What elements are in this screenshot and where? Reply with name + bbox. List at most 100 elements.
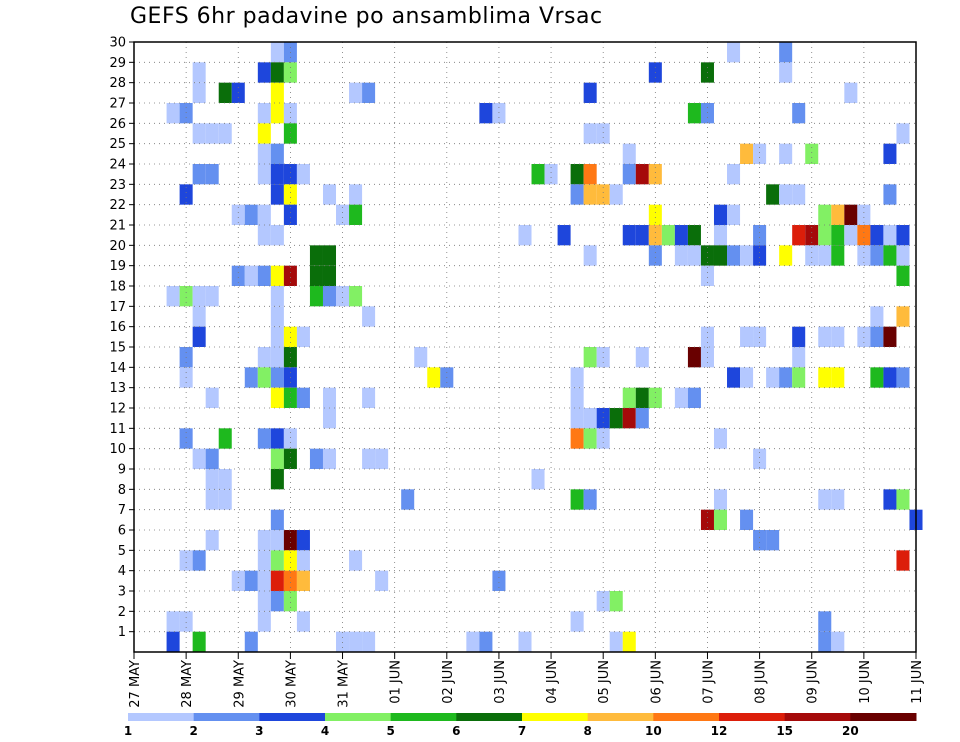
heatmap-cell [753, 448, 767, 469]
heatmap-cell [570, 489, 584, 510]
colorbar-label: 3 [255, 724, 263, 738]
heatmap-cell [818, 489, 832, 510]
heatmap-cell [270, 530, 284, 551]
heatmap-cell [622, 387, 636, 408]
heatmap-cell [270, 82, 284, 103]
heatmap-cell [309, 286, 323, 307]
x-tick-label: 08 JUN [754, 660, 769, 704]
heatmap-cell [283, 265, 297, 286]
heatmap-cell [296, 570, 310, 591]
y-tick-label: 13 [109, 381, 126, 396]
heatmap-cell [179, 611, 193, 632]
colorbar-label: 10 [645, 724, 662, 738]
heatmap-cell [336, 204, 350, 225]
heatmap-cell [257, 103, 271, 124]
heatmap-cell [283, 184, 297, 205]
heatmap-cell [244, 631, 258, 652]
y-tick-label: 27 [109, 97, 126, 112]
colorbar-swatch [850, 713, 917, 721]
heatmap-cell [166, 611, 180, 632]
x-tick-label: 31 MAY [337, 660, 352, 708]
heatmap-cell [570, 184, 584, 205]
heatmap-cell [870, 306, 884, 327]
heatmap-cell [609, 631, 623, 652]
heatmap-cell [883, 184, 897, 205]
heatmap-cell [570, 428, 584, 449]
heatmap-cell [362, 387, 376, 408]
heatmap-cell [531, 164, 545, 185]
heatmap-cell [713, 204, 728, 225]
y-tick-label: 30 [109, 36, 126, 51]
heatmap-cell [635, 387, 649, 408]
heatmap-cell [244, 204, 258, 225]
x-tick-label: 11 JUN [910, 660, 925, 704]
heatmap-cell [192, 164, 206, 185]
heatmap-cell [583, 164, 597, 185]
heatmap-cell [322, 408, 337, 429]
heatmap-cell [753, 326, 767, 347]
heatmap-cell [766, 367, 780, 388]
colorbar-swatch [193, 713, 260, 721]
y-tick-label: 15 [109, 341, 126, 356]
heatmap-cell [570, 164, 584, 185]
x-tick-label: 04 JUN [545, 660, 560, 704]
heatmap-cell [283, 103, 297, 124]
heatmap-cell [831, 367, 845, 388]
heatmap-cell [257, 530, 271, 551]
heatmap-cell [753, 225, 767, 246]
y-tick-label: 18 [109, 280, 126, 295]
heatmap-cell [792, 184, 806, 205]
heatmap-cell [492, 570, 506, 591]
heatmap-cell [570, 611, 584, 632]
heatmap-cell [322, 184, 337, 205]
y-tick-label: 1 [118, 625, 126, 640]
heatmap-cell [322, 387, 337, 408]
y-tick-label: 14 [109, 361, 126, 376]
heatmap-cell [779, 42, 793, 63]
heatmap-cell [244, 265, 258, 286]
heatmap-cell [375, 448, 389, 469]
heatmap-cell [883, 143, 897, 164]
y-tick-label: 26 [109, 117, 126, 132]
heatmap-cell [349, 184, 363, 205]
heatmap-cell [596, 428, 610, 449]
heatmap-cell [740, 509, 754, 530]
colorbar-label: 2 [189, 724, 197, 738]
heatmap-cell [270, 448, 284, 469]
colorbar-label: 15 [776, 724, 793, 738]
heatmap-cell [401, 489, 415, 510]
heatmap-cell [883, 326, 897, 347]
heatmap-cell [270, 550, 284, 571]
heatmap-cell [792, 225, 806, 246]
x-tick-label: 07 JUN [701, 660, 716, 704]
heatmap-cell [270, 286, 284, 307]
heatmap-cell [531, 469, 545, 490]
heatmap-cell [622, 631, 636, 652]
heatmap-cell [349, 286, 363, 307]
heatmap-cell [179, 550, 193, 571]
heatmap-cell [818, 631, 832, 652]
heatmap-cell [831, 204, 845, 225]
heatmap-cell [205, 164, 219, 185]
heatmap-cell [674, 245, 688, 266]
heatmap-cell [296, 611, 310, 632]
colorbar-label: 4 [321, 724, 329, 738]
heatmap-cell [687, 347, 701, 368]
y-tick-label: 29 [109, 56, 126, 71]
heatmap-cell [700, 103, 714, 124]
heatmap-cell [179, 428, 193, 449]
heatmap-cell [583, 428, 597, 449]
heatmap-cell [296, 550, 310, 571]
x-tick-label: 10 JUN [858, 660, 873, 704]
heatmap-cell [779, 245, 793, 266]
colorbar-swatch [259, 713, 326, 721]
heatmap-cell [283, 123, 297, 144]
heatmap-cell [687, 103, 701, 124]
heatmap-cell [740, 143, 754, 164]
heatmap-cell [518, 225, 532, 246]
heatmap-cell [270, 265, 284, 286]
y-tick-label: 3 [118, 585, 126, 600]
y-tick-label: 9 [118, 463, 126, 478]
heatmap-cell [205, 286, 219, 307]
colorbar-label: 20 [842, 724, 859, 738]
